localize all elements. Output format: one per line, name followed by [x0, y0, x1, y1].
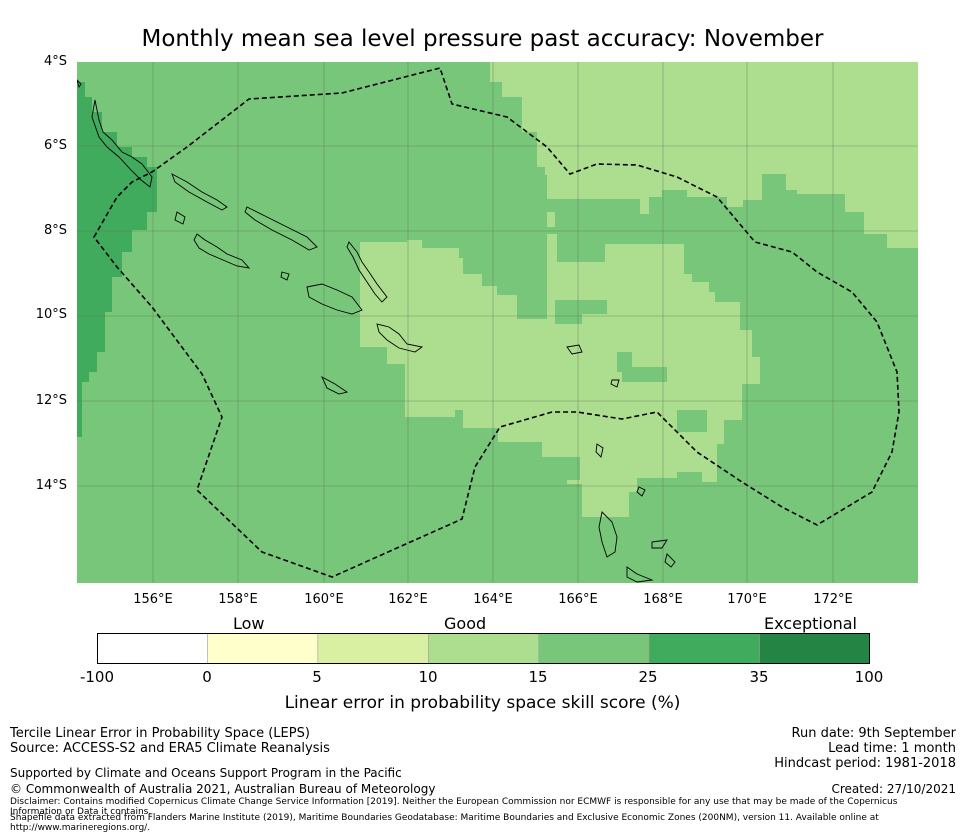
colorbar-segment — [97, 633, 208, 664]
lat-label: 4°S — [43, 54, 67, 69]
lat-label: 14°S — [35, 478, 67, 493]
run-date: Run date: 9th September — [791, 726, 956, 741]
lon-label: 170°E — [727, 592, 767, 607]
colorbar-border — [97, 633, 870, 664]
colorbar-tick: 25 — [638, 668, 658, 686]
category-exceptional: Exceptional — [764, 614, 857, 633]
lat-label: 10°S — [35, 307, 67, 322]
colorbar-tick: -100 — [79, 668, 115, 686]
skill-patch-east-b — [555, 300, 607, 324]
colorbar-tick: 0 — [202, 668, 212, 686]
source-text: Source: ACCESS-S2 and ERA5 Climate Reana… — [10, 741, 330, 756]
colorbar-tick: 15 — [528, 668, 548, 686]
category-good: Good — [444, 614, 487, 633]
map-panel — [76, 62, 918, 583]
skill-region-10-15 — [360, 62, 918, 517]
skill-patch-east-a — [649, 190, 757, 240]
colorbar — [97, 633, 870, 664]
copyright-text: © Commonwealth of Australia 2021, Austra… — [10, 782, 436, 796]
lat-label: 8°S — [43, 223, 67, 238]
colorbar-segment — [428, 633, 539, 664]
colorbar-tick: 100 — [854, 668, 884, 686]
lon-label: 166°E — [558, 592, 598, 607]
graticule — [77, 62, 918, 583]
colorbar-segment — [207, 633, 319, 664]
lat-label: 6°S — [43, 138, 67, 153]
colorbar-tick: 35 — [749, 668, 769, 686]
colorbar-segment — [759, 633, 870, 664]
skill-region-25-35 — [77, 82, 157, 437]
skill-score-map — [76, 62, 918, 583]
map-title: Monthly mean sea level pressure past acc… — [141, 26, 824, 52]
lon-label: 162°E — [388, 592, 428, 607]
skill-patch-east-d — [677, 410, 707, 432]
colorbar-segment — [538, 633, 650, 664]
skill-region-10-15-b — [407, 240, 459, 272]
colorbar-tick: 10 — [418, 668, 438, 686]
skill-patch-east-c — [617, 352, 667, 382]
hindcast-period: Hindcast period: 1981-2018 — [774, 756, 956, 771]
colorbar-tick: 5 — [312, 668, 322, 686]
method-text: Tercile Linear Error in Probability Spac… — [10, 726, 310, 741]
category-low: Low — [233, 614, 265, 633]
colorbar-segment — [317, 633, 429, 664]
colorbar-label: Linear error in probability space skill … — [284, 693, 681, 713]
support-text: Supported by Climate and Oceans Support … — [10, 766, 402, 780]
eez-boundary — [93, 67, 900, 578]
lon-label: 172°E — [813, 592, 853, 607]
created-date: Created: 27/10/2021 — [831, 782, 956, 796]
lon-label: 168°E — [643, 592, 683, 607]
lead-time: Lead time: 1 month — [828, 741, 956, 756]
lon-label: 158°E — [218, 592, 258, 607]
shapefile-credit-text: Shapefile data extracted from Flanders M… — [10, 813, 879, 833]
coastlines — [76, 78, 676, 583]
lon-label: 164°E — [473, 592, 513, 607]
lon-label: 160°E — [304, 592, 344, 607]
skill-patch-far-east — [845, 248, 918, 367]
colorbar-segment — [648, 633, 760, 664]
lat-label: 12°S — [35, 393, 67, 408]
disclaimer-text: Disclaimer: Contains modified Copernicus… — [10, 797, 898, 817]
lon-label: 156°E — [133, 592, 173, 607]
